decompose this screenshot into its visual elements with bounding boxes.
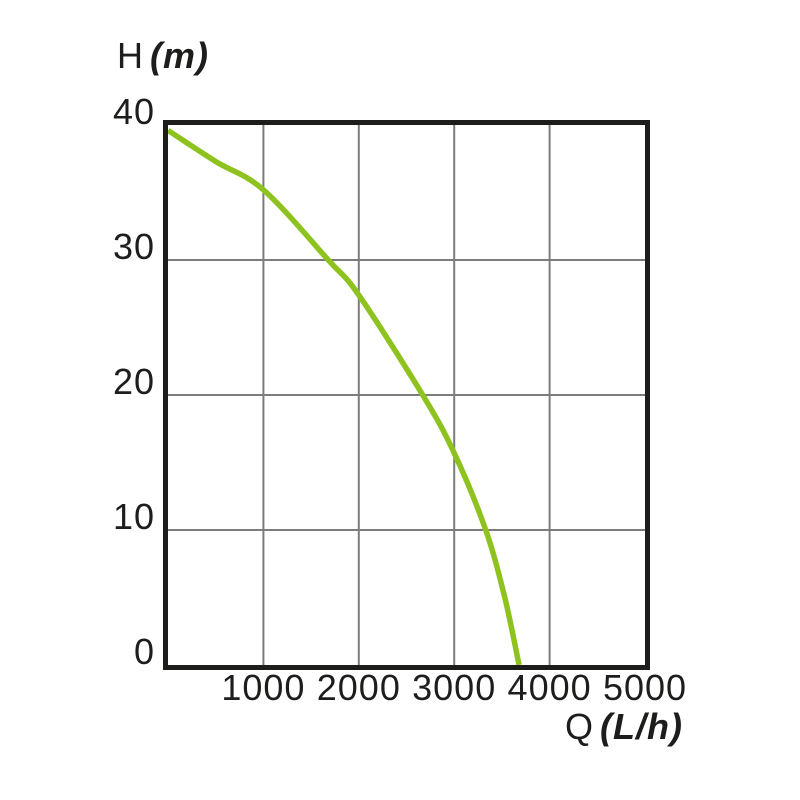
y-tick-label-20: 20 xyxy=(112,361,155,402)
y-tick-label-30: 30 xyxy=(112,226,155,267)
x-tick-label-3000: 3000 xyxy=(412,667,497,708)
x-tick-label-4000: 4000 xyxy=(507,667,592,708)
x-tick-label-2000: 2000 xyxy=(316,667,401,708)
y-tick-label-0: 0 xyxy=(133,631,155,672)
y-axis-title: H (m) xyxy=(117,36,209,76)
x-tick-label-1000: 1000 xyxy=(221,667,306,708)
y-tick-label-40: 40 xyxy=(112,91,155,132)
plot-canvas xyxy=(168,125,645,665)
pump-head-curve xyxy=(168,128,522,665)
x-tick-label-5000: 5000 xyxy=(602,667,688,708)
y-axis-symbol: H xyxy=(117,35,144,76)
grid-layer xyxy=(168,125,645,665)
x-axis-symbol: Q xyxy=(565,706,595,747)
x-axis-title: Q (L/h) xyxy=(565,707,683,747)
y-axis-unit: (m) xyxy=(150,35,209,76)
plot-area xyxy=(163,120,650,670)
y-tick-label-10: 10 xyxy=(112,496,155,537)
x-axis-unit: (L/h) xyxy=(600,706,683,747)
